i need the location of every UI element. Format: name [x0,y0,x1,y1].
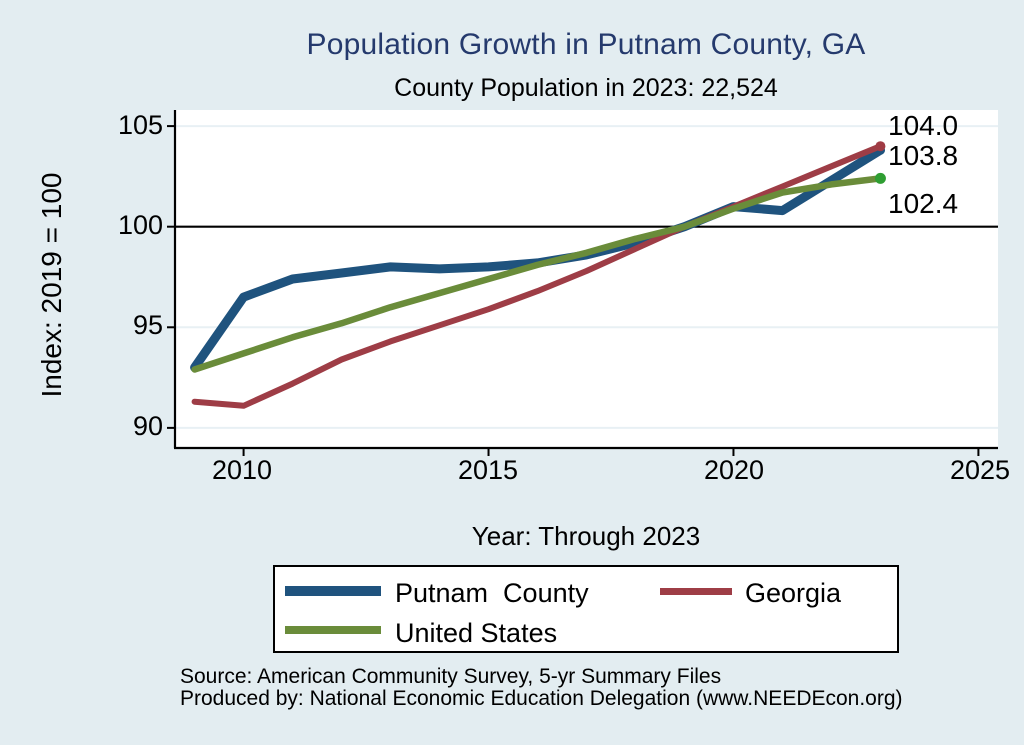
end-label-putnam-county: 103.8 [888,140,959,171]
y-tick-label-105: 105 [117,110,163,140]
legend-swatch-putnam-county [285,586,381,596]
end-label-georgia: 104.0 [888,110,959,141]
y-tick-label-95: 95 [132,310,163,340]
legend: Putnam County Georgia United States [273,565,899,653]
y-tick-label-90: 90 [132,411,163,441]
x-tick-label-2025: 2025 [949,455,1011,485]
legend-label-georgia: Georgia [745,578,842,608]
georgia-line [191,143,884,409]
y-tick-label-100: 100 [117,210,163,240]
x-axis-title: Year: Through 2023 [471,521,701,551]
legend-label-united-states: United States [395,618,558,648]
chart-title: Population Growth in Putnam County, GA [306,28,866,61]
chart-subtitle: County Population in 2023: 22,524 [394,74,778,102]
legend-label-putnam-county: Putnam County [395,578,589,608]
source-line-2: Produced by: National Economic Education… [180,687,903,710]
x-tick-label-2020: 2020 [703,455,765,485]
united-states-line [191,175,884,373]
end-label-united-states: 102.4 [888,188,959,219]
y-axis-title: Index: 2019 = 100 [36,172,67,398]
legend-swatch-united-states [285,626,381,634]
legend-swatch-georgia [660,588,732,595]
united-states-end-marker [874,172,886,184]
source-line-1: Source: American Community Survey, 5-yr … [180,665,722,688]
plot-area [167,110,998,456]
georgia-end-marker [875,141,886,152]
x-tick-label-2015: 2015 [457,455,519,485]
x-tick-label-2010: 2010 [211,455,273,485]
